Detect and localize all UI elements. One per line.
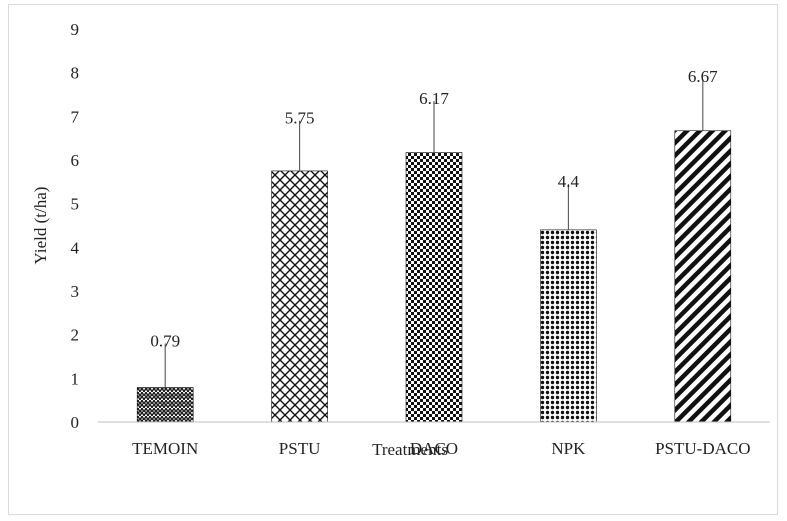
data-label: 4.4	[558, 172, 580, 191]
bar-npk	[540, 229, 597, 423]
data-labels: 0.79 5.75 6.17 4.4 6.67	[150, 67, 718, 350]
y-tick-label: 0	[71, 413, 80, 432]
y-tick-label: 2	[71, 326, 80, 345]
x-axis-labels: TEMOIN PSTU DACO NPK PSTU-DACO	[132, 439, 750, 458]
y-tick-label: 5	[71, 195, 80, 214]
bar-temoin	[136, 387, 194, 423]
error-bars	[164, 79, 704, 388]
x-tick-label: TEMOIN	[132, 439, 198, 458]
bar-pstu-daco	[674, 130, 732, 423]
bar-pstu	[271, 170, 328, 423]
x-tick-label: NPK	[551, 439, 586, 458]
x-tick-label: PSTU-DACO	[655, 439, 750, 458]
y-tick-label: 8	[71, 64, 80, 83]
y-tick-label: 7	[71, 107, 80, 126]
y-tick-label: 9	[71, 20, 80, 39]
y-tick-label: 6	[71, 151, 80, 170]
y-tick-label: 1	[71, 369, 80, 388]
data-label: 6.17	[419, 89, 449, 108]
chart-frame	[8, 4, 778, 515]
data-label: 6.67	[688, 67, 718, 86]
x-axis-title: Treatments	[372, 440, 448, 459]
x-tick-label: PSTU	[279, 439, 321, 458]
y-tick-label: 4	[71, 238, 80, 257]
data-label: 0.79	[150, 331, 180, 350]
bars	[136, 130, 732, 423]
data-label: 5.75	[285, 109, 315, 128]
y-tick-label: 3	[71, 282, 80, 301]
y-axis-title: Yield (t/ha)	[31, 187, 50, 265]
y-axis-ticks: 0 1 2 3 4 5 6 7 8 9	[71, 20, 80, 432]
bar-daco	[405, 152, 463, 423]
x-tick-label: DACO	[410, 439, 458, 458]
